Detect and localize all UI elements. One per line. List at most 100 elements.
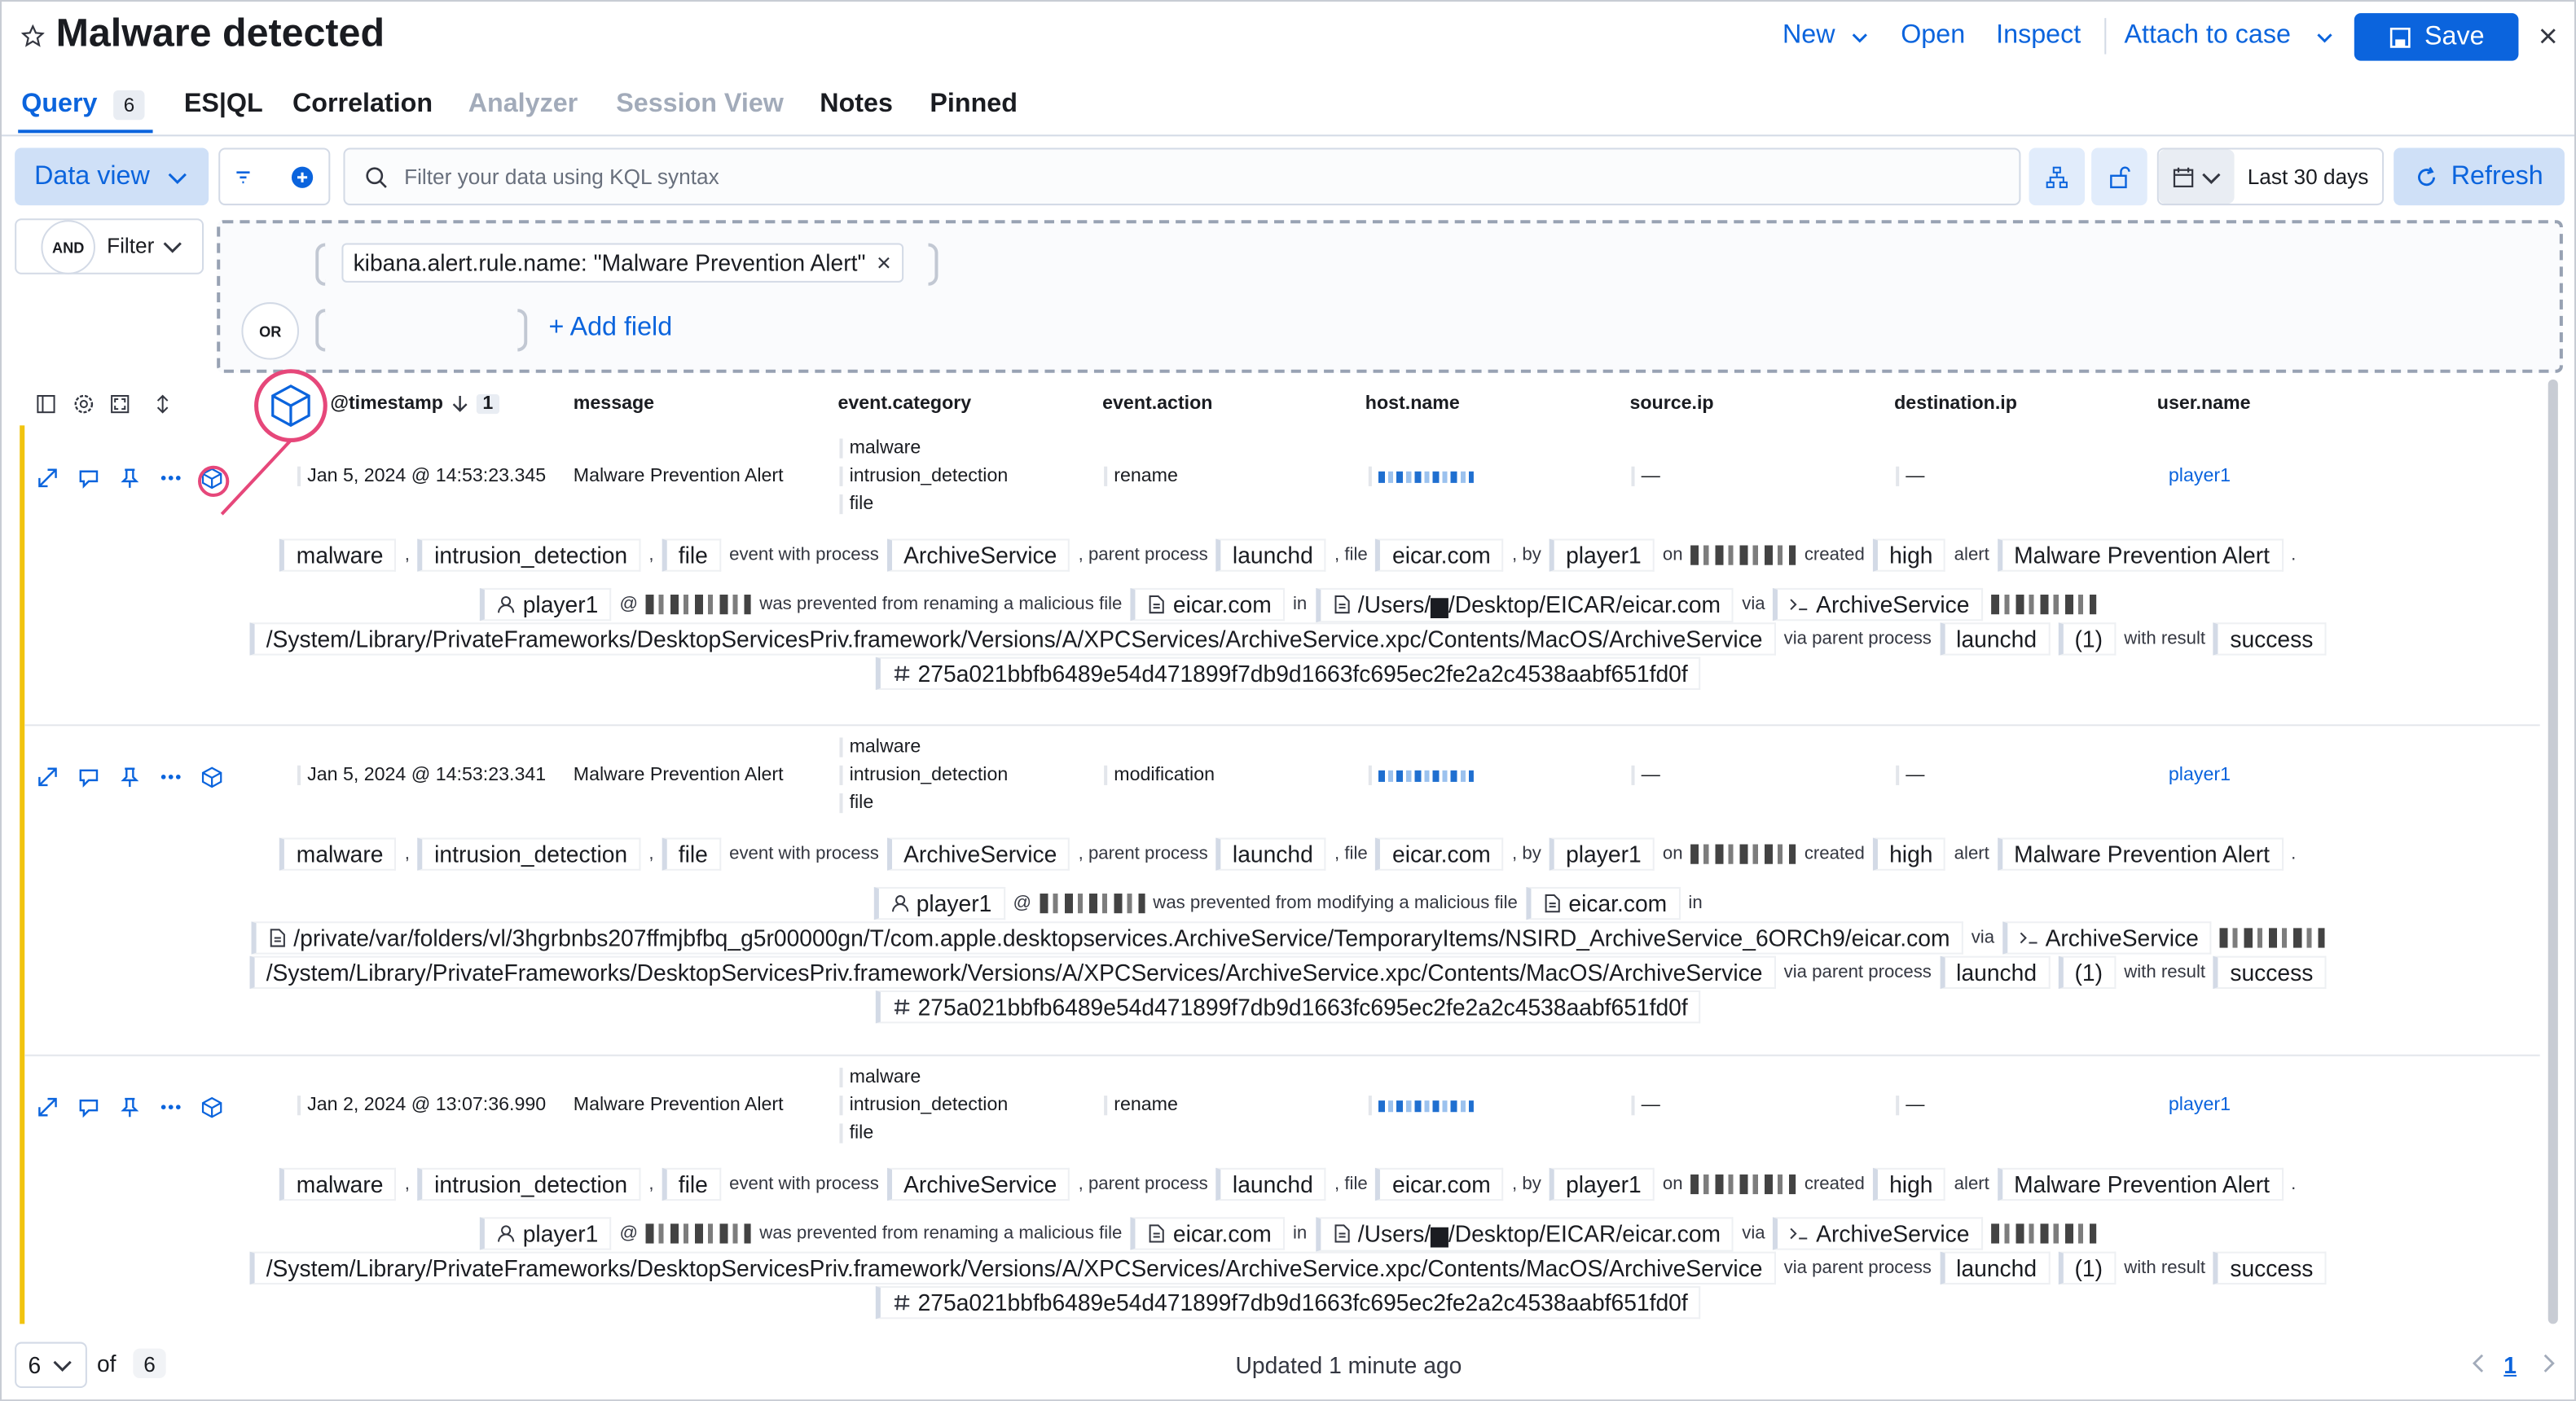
row-action-icon[interactable] — [36, 766, 59, 788]
data-view-button[interactable]: Data view — [15, 147, 209, 206]
icon-shape — [37, 394, 55, 414]
table-tool-icon[interactable] — [34, 393, 57, 415]
icon-shape — [160, 775, 166, 780]
row-action-icon[interactable] — [160, 766, 182, 788]
prev-page[interactable] — [2469, 1352, 2489, 1375]
add-field-link[interactable]: + Add field — [548, 314, 673, 342]
summary-badge: file — [662, 1167, 722, 1201]
summary-text: event with process — [729, 844, 879, 864]
row-action-icon[interactable] — [200, 766, 223, 788]
tab[interactable]: Notes — [820, 90, 893, 120]
lock-button[interactable] — [2091, 147, 2147, 206]
user-cell[interactable]: player1 — [2168, 765, 2231, 785]
close-icon[interactable] — [2539, 26, 2558, 46]
refresh-label: Refresh — [2451, 161, 2543, 190]
favorite-icon[interactable] — [21, 24, 45, 47]
filter-pill[interactable]: kibana.alert.rule.name: "Malware Prevent… — [341, 243, 903, 283]
summary-badge: /Users/▆/Desktop/EICAR/eicar.com — [1315, 1216, 1734, 1251]
host-cell — [1368, 1096, 1474, 1116]
row-action-icon[interactable] — [118, 467, 141, 490]
paren-bracket — [517, 309, 528, 352]
file-icon — [1149, 595, 1164, 614]
quick-select[interactable] — [2158, 149, 2235, 204]
summary-badge: high — [1872, 837, 1946, 871]
table-tool-icon[interactable] — [73, 393, 95, 415]
save-button[interactable]: Save — [2354, 13, 2519, 61]
filter-buttons[interactable] — [218, 147, 331, 206]
terminal-icon — [1791, 1228, 1809, 1240]
row-separator — [24, 1054, 2540, 1056]
column-header[interactable]: user.name — [2156, 393, 2251, 415]
row-action-icon[interactable] — [36, 1096, 59, 1118]
table-tool-icon[interactable] — [108, 393, 131, 415]
hash-icon — [894, 665, 909, 681]
visualize-button[interactable] — [2029, 147, 2086, 206]
next-page[interactable] — [2539, 1352, 2558, 1375]
row-action-icon[interactable] — [200, 1096, 223, 1118]
row-action-icon[interactable] — [160, 467, 182, 490]
timestamp-cell: Jan 5, 2024 @ 14:53:23.345 — [297, 466, 546, 486]
user-cell[interactable]: player1 — [2168, 466, 2231, 486]
column-header[interactable]: @timestamp 1 — [330, 393, 500, 415]
category-cell: intrusion_detection — [839, 1096, 1008, 1116]
row-action-icon[interactable] — [160, 1096, 182, 1118]
row-action-icon[interactable] — [77, 467, 100, 490]
search-bar[interactable]: Filter your data using KQL syntax — [343, 147, 2021, 206]
filter-menu[interactable]: Filter — [107, 233, 184, 258]
header-menu-item[interactable]: Attach to case — [2124, 21, 2291, 50]
summary-badge: (1) — [2058, 955, 2117, 989]
badge-label: 275a021bbfb6489e54d471899f7db9d1663fc695… — [917, 660, 1688, 687]
icon-shape — [38, 767, 57, 787]
file-icon — [1334, 595, 1349, 614]
per-page-select[interactable]: 6 — [15, 1342, 87, 1389]
column-header[interactable]: event.action — [1102, 393, 1213, 415]
icon-shape — [111, 394, 130, 414]
summary-badge: 275a021bbfb6489e54d471899f7db9d1663fc695… — [875, 657, 1701, 690]
column-header[interactable]: event.category — [837, 393, 972, 415]
icon-shape — [201, 1096, 222, 1118]
chevron — [2317, 33, 2332, 43]
tab[interactable]: Correlation — [292, 90, 433, 120]
badge-label: /Users/▆/Desktop/EICAR/eicar.com — [1357, 1219, 1721, 1246]
remove-icon[interactable] — [876, 255, 892, 271]
summary-text: via parent process — [1783, 962, 1932, 982]
user-cell[interactable]: player1 — [2168, 1096, 2231, 1116]
date-picker[interactable]: Last 30 days — [2156, 147, 2385, 206]
column-header[interactable]: source.ip — [1629, 393, 1714, 415]
icon-shape — [2173, 166, 2192, 175]
tab[interactable]: Query 6 — [21, 90, 145, 121]
redacted-value — [646, 595, 752, 615]
category-cell: intrusion_detection — [839, 765, 1008, 785]
filter-label: Filter — [107, 233, 155, 258]
row-action-icon[interactable] — [36, 467, 59, 490]
tab[interactable]: Pinned — [930, 90, 1018, 120]
header-menu-item[interactable]: Open — [1901, 21, 1966, 50]
badge-label: ArchiveService — [903, 1170, 1057, 1198]
summary-text: on — [1662, 545, 1683, 565]
icon-shape — [160, 1105, 166, 1110]
current-page[interactable]: 1 — [2503, 1351, 2517, 1378]
summary-text: via — [1742, 1223, 1765, 1244]
header-menu-item[interactable]: Inspect — [1996, 21, 2081, 50]
table-tool-icon[interactable] — [152, 393, 174, 415]
row-action-icon[interactable] — [118, 766, 141, 788]
column-header[interactable]: destination.ip — [1894, 393, 2017, 415]
row-action-icon[interactable] — [77, 766, 100, 788]
icon-shape — [2052, 165, 2061, 173]
icon-shape — [1334, 1224, 1349, 1243]
tab[interactable]: ES|QL — [184, 90, 263, 120]
column-header[interactable]: message — [573, 393, 655, 415]
summary-text: @ — [619, 1223, 639, 1244]
category-cell: file — [839, 1123, 873, 1144]
header-menu-item[interactable]: New — [1783, 21, 1835, 50]
column-header[interactable]: host.name — [1365, 393, 1460, 415]
summary-text: via — [1742, 595, 1765, 615]
row-action-icon[interactable] — [118, 1096, 141, 1118]
summary-badge: malware — [279, 1167, 397, 1201]
badge-label: file — [678, 841, 708, 867]
row-action-icon[interactable] — [77, 1096, 100, 1118]
summary-text: , parent process — [1078, 844, 1208, 864]
summary-badge: file — [662, 538, 722, 572]
summary-line: 275a021bbfb6489e54d471899f7db9d1663fc695… — [51, 990, 2525, 1024]
refresh-button[interactable]: Refresh — [2394, 147, 2565, 206]
